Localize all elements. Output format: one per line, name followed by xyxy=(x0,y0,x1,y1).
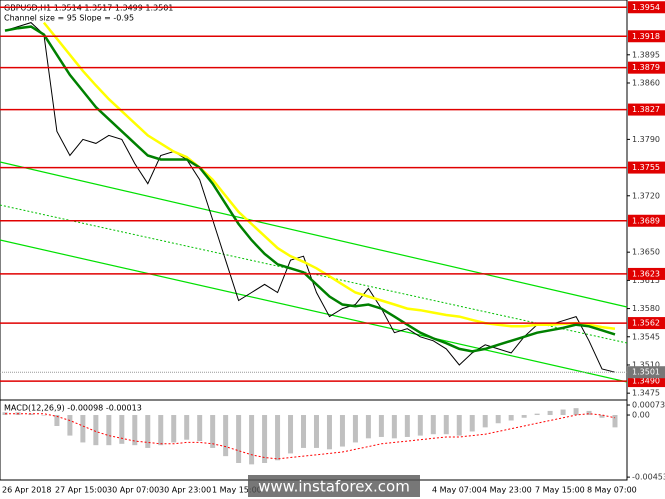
level-box xyxy=(628,103,665,116)
macd-bar xyxy=(417,415,423,436)
y-tick-label: 1.3895 xyxy=(632,50,660,59)
macd-bar xyxy=(80,415,86,443)
channel-upper xyxy=(0,161,628,308)
macd-bar xyxy=(41,415,47,416)
macd-bar xyxy=(197,415,203,442)
macd-bar xyxy=(469,415,475,432)
level-box xyxy=(628,214,665,227)
level-box xyxy=(628,317,665,330)
level-label: 1.3918 xyxy=(632,32,660,41)
macd-bar xyxy=(352,415,358,443)
subheader: Channel size = 95 Slope = -0.95 xyxy=(4,14,134,23)
x-tick-label: 1 May 15:00 xyxy=(212,486,262,495)
macd-bar xyxy=(236,415,242,464)
macd-bar xyxy=(132,415,138,446)
y-tick-label: 1.3720 xyxy=(632,191,660,200)
x-tick-label: 30 Apr 23:00 xyxy=(159,486,211,495)
macd-bar xyxy=(378,415,384,437)
macd-bar xyxy=(301,415,307,448)
macd-bar xyxy=(560,409,566,416)
macd-bar xyxy=(456,415,462,436)
macd-bar xyxy=(365,415,371,439)
macd-bar xyxy=(391,415,397,439)
y-tick-label: 1.3475 xyxy=(632,389,660,398)
level-box xyxy=(628,267,665,280)
y-tick-label: 1.3580 xyxy=(632,304,660,313)
level-label: 1.3954 xyxy=(632,3,660,12)
price-line xyxy=(42,21,616,330)
macd-bar xyxy=(599,415,605,418)
macd-bar xyxy=(106,415,112,446)
macd-bar xyxy=(313,415,319,448)
level-label: 1.3755 xyxy=(632,163,660,172)
macd-bar xyxy=(184,415,190,440)
x-tick-label: 30 Apr 07:00 xyxy=(107,486,159,495)
macd-bar xyxy=(262,415,268,464)
macd-bar xyxy=(339,415,345,447)
watermark: www.instaforex.com xyxy=(258,478,410,496)
macd-bar xyxy=(275,415,281,461)
macd-bar xyxy=(430,415,436,435)
y-tick-label: 1.3860 xyxy=(632,78,660,87)
level-label: 1.3623 xyxy=(632,269,660,278)
macd-tick-label: 0.00073 xyxy=(632,401,665,410)
x-tick-label: 27 Apr 15:00 xyxy=(55,486,107,495)
macd-bar xyxy=(573,408,579,416)
macd-bar xyxy=(119,415,125,444)
macd-bar xyxy=(54,415,60,426)
level-box xyxy=(628,1,665,14)
macd-bar xyxy=(326,415,332,450)
macd-signal xyxy=(5,413,616,460)
x-tick-label: 4 May 07:00 xyxy=(432,486,482,495)
level-label: 1.3562 xyxy=(632,319,660,328)
macd-bar xyxy=(547,410,553,416)
macd-bar xyxy=(404,415,410,437)
macd-bar xyxy=(288,415,294,454)
y-tick-label: 1.3650 xyxy=(632,248,660,257)
macd-title: MACD(12,26,9) -0.00098 -0.00013 xyxy=(4,404,142,413)
macd-bar xyxy=(145,415,151,448)
x-tick-label: 4 May 23:00 xyxy=(482,486,532,495)
macd-bar xyxy=(93,415,99,446)
macd-bar xyxy=(508,415,514,421)
macd-bar xyxy=(482,415,488,428)
macd-bar xyxy=(28,413,34,416)
macd-bar xyxy=(223,415,229,457)
level-label: 1.3490 xyxy=(632,377,660,386)
macd-bar xyxy=(249,415,255,465)
level-box xyxy=(628,61,665,74)
level-label: 1.3827 xyxy=(632,105,660,114)
x-tick-label: 7 May 15:00 xyxy=(535,486,585,495)
macd-bar xyxy=(210,415,216,448)
x-tick-label: 26 Apr 2018 xyxy=(2,486,51,495)
macd-bar xyxy=(158,415,164,446)
macd-tick-label: -0.00453 xyxy=(632,473,665,482)
macd-tick-label: 0.00 xyxy=(632,411,650,420)
current-price-label: 1.3501 xyxy=(632,368,660,377)
y-tick-label: 1.3615 xyxy=(632,276,660,285)
macd-bar xyxy=(521,415,527,418)
level-box xyxy=(628,30,665,43)
level-label: 1.3879 xyxy=(632,63,660,72)
current-price-box xyxy=(628,366,665,379)
watermark-box xyxy=(248,475,420,497)
macd-bar xyxy=(612,415,618,428)
macd-bar xyxy=(495,415,501,424)
y-tick-label: 1.3790 xyxy=(632,135,660,144)
macd-bar xyxy=(443,415,449,435)
macd-bar xyxy=(171,415,177,443)
price-line xyxy=(4,25,616,353)
channel-lower xyxy=(0,239,628,383)
macd-bar xyxy=(586,410,592,416)
macd-bar xyxy=(67,415,73,436)
level-box xyxy=(628,161,665,174)
macd-bar xyxy=(534,413,540,416)
y-tick-label: 1.3510 xyxy=(632,360,660,369)
y-tick-label: 1.3545 xyxy=(632,332,660,341)
level-label: 1.3689 xyxy=(632,216,660,225)
x-tick-label: 8 May 07:00 xyxy=(587,486,637,495)
